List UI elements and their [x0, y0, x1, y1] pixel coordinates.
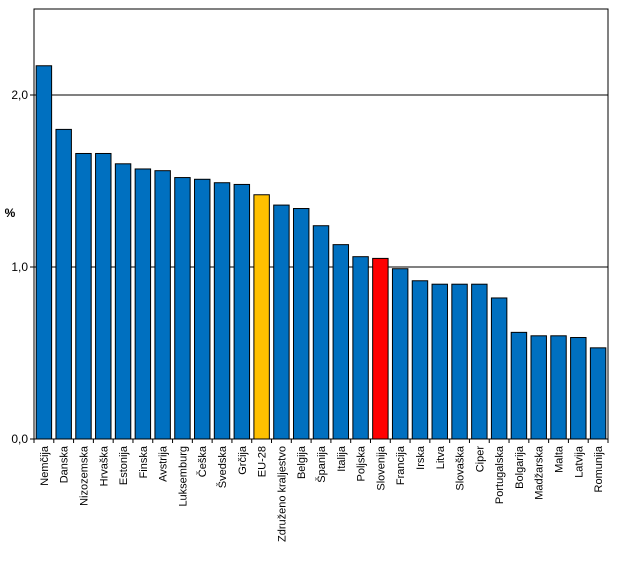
x-tick-label: Belgija [296, 445, 308, 479]
bar [194, 178, 211, 440]
bar [471, 283, 488, 440]
x-tick-label: Poljska [356, 445, 368, 481]
bar [35, 65, 53, 440]
x-tick-label: Slovaška [455, 445, 467, 491]
x-tick-label: Češka [196, 445, 209, 477]
y-axis-label: % [5, 206, 16, 220]
x-tick-label: Nizozemska [78, 445, 90, 506]
x-axis-labels: Nemčija Danska Nizozemska Hrvaška Estonija Fi… [33, 439, 609, 542]
x-tick-label: Madžarska [534, 445, 546, 500]
x-tick-label: Irska [415, 445, 427, 470]
bar [431, 283, 448, 440]
bar [570, 337, 587, 440]
bar [114, 163, 132, 440]
bar [372, 257, 389, 440]
x-tick-label: Španija [315, 445, 328, 483]
bar [510, 331, 528, 440]
bar [174, 177, 191, 440]
x-tick-label: Hrvaška [98, 445, 110, 486]
bar [312, 225, 330, 440]
bar [352, 256, 369, 440]
bar [253, 194, 270, 440]
bar [95, 152, 112, 440]
x-tick-label: Luksemburg [177, 446, 189, 507]
x-tick-label: Romunija [593, 445, 605, 492]
bar [530, 335, 547, 440]
bar [213, 182, 231, 440]
bar [154, 170, 171, 440]
x-tick-label: Bolgarija [514, 445, 526, 489]
y-axis-ticks: 0,0 1,0 2,0 [11, 88, 34, 446]
x-tick-label: Malta [554, 445, 566, 473]
bar [292, 208, 310, 440]
bar [411, 280, 429, 440]
y-tick-label: 1,0 [11, 260, 28, 274]
bar [451, 283, 468, 440]
x-tick-label: Portugalska [494, 445, 506, 504]
y-tick-label: 2,0 [11, 88, 28, 102]
bar [332, 244, 350, 440]
bars [35, 65, 607, 440]
bar [589, 347, 607, 440]
x-tick-label: Nemčija [39, 445, 51, 486]
bar [55, 128, 72, 440]
x-tick-label: Švedska [216, 445, 229, 488]
x-tick-label: Francija [395, 445, 407, 485]
bar [391, 268, 409, 440]
bar [273, 204, 290, 440]
bar [233, 183, 251, 440]
bar [134, 168, 152, 440]
x-tick-label: Grčija [237, 445, 249, 475]
x-tick-label: Združeno kraljestvo [276, 446, 288, 542]
x-tick-label: Litva [435, 445, 447, 469]
bar [550, 335, 567, 440]
x-tick-label: Estonija [118, 445, 130, 485]
x-tick-label: Slovenija [375, 445, 387, 491]
y-tick-label: 0,0 [11, 432, 28, 446]
bar [490, 297, 508, 440]
x-tick-label: Ciper [474, 446, 486, 473]
x-tick-label: Avstrija [158, 445, 170, 482]
x-tick-label: EU-28 [257, 446, 269, 477]
x-tick-label: Latvija [573, 445, 585, 478]
x-tick-label: Danska [59, 445, 71, 483]
bar [75, 152, 92, 440]
x-tick-label: Finska [138, 445, 150, 478]
x-tick-label: Italija [336, 445, 348, 472]
